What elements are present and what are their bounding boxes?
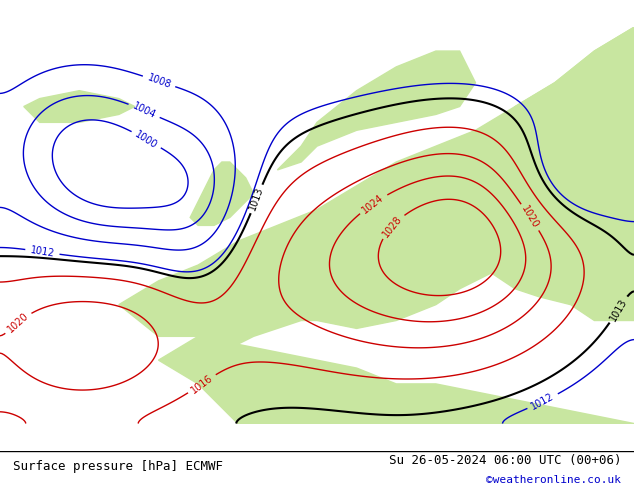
Text: 1008: 1008 [146,73,172,90]
Text: 1020: 1020 [6,311,30,335]
Text: ©weatheronline.co.uk: ©weatheronline.co.uk [486,475,621,485]
Polygon shape [278,51,476,170]
Text: Su 26-05-2024 06:00 UTC (00+06): Su 26-05-2024 06:00 UTC (00+06) [389,454,621,467]
Polygon shape [476,27,634,186]
Polygon shape [119,27,634,344]
Text: 1013: 1013 [248,186,266,212]
Text: 1028: 1028 [380,214,404,239]
Text: 1020: 1020 [519,204,541,230]
Text: 1016: 1016 [189,372,215,395]
Text: 1012: 1012 [29,245,55,259]
Text: 1024: 1024 [360,192,386,215]
Text: 1013: 1013 [608,296,629,322]
Text: 1004: 1004 [131,101,157,121]
Text: 1012: 1012 [529,391,556,412]
Text: Surface pressure [hPa] ECMWF: Surface pressure [hPa] ECMWF [13,460,223,473]
Polygon shape [158,336,634,423]
Polygon shape [23,91,134,122]
Text: 1000: 1000 [133,129,159,150]
Polygon shape [190,162,254,225]
